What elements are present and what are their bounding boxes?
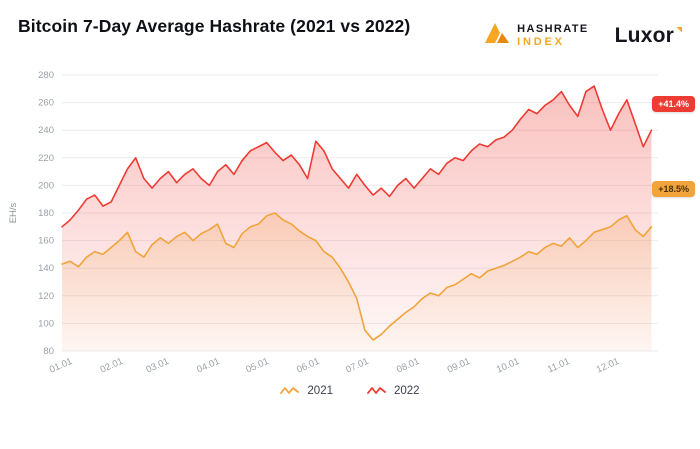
svg-text:02.01: 02.01	[99, 356, 125, 376]
svg-text:260: 260	[38, 98, 54, 109]
hashrate-index-logo-icon	[484, 22, 510, 49]
legend-item-2021: 2021	[280, 385, 333, 397]
luxor-wordmark: Luxor	[614, 23, 674, 47]
svg-text:06.01: 06.01	[295, 356, 321, 376]
change-badge-2022: +41.4%	[652, 96, 695, 113]
legend-label-2022: 2022	[394, 385, 420, 397]
brand-logos: HASHRATE INDEX Luxor	[484, 22, 682, 49]
svg-text:09.01: 09.01	[446, 356, 472, 376]
hashrate-index-wordmark: HASHRATE INDEX	[517, 23, 589, 48]
svg-text:03.01: 03.01	[144, 356, 170, 376]
hashrate-chart-svg: 80 100 120 140 160 180 200 220 240 260 280 EH/s 01.0…	[8, 70, 658, 376]
svg-text:01.01: 01.01	[48, 356, 74, 376]
svg-text:280: 280	[38, 70, 54, 81]
svg-text:120: 120	[38, 291, 54, 302]
legend-item-2022: 2022	[367, 385, 420, 397]
legend-line-icon-2021	[280, 387, 300, 394]
legend-label-2021: 2021	[307, 385, 333, 397]
svg-text:08.01: 08.01	[395, 356, 421, 376]
luxor-logo-mark-icon	[676, 26, 682, 33]
svg-text:05.01: 05.01	[244, 356, 270, 376]
svg-text:12.01: 12.01	[595, 356, 621, 376]
page-title: Bitcoin 7-Day Average Hashrate (2021 vs …	[18, 16, 411, 36]
svg-text:100: 100	[38, 318, 54, 329]
hashrate-word: HASHRATE	[517, 22, 589, 35]
svg-text:220: 220	[38, 153, 54, 164]
svg-text:80: 80	[43, 346, 54, 357]
svg-text:11.01: 11.01	[546, 356, 572, 375]
svg-text:240: 240	[38, 125, 54, 136]
chart-legend: 2021 2022	[0, 385, 700, 397]
svg-text:07.01: 07.01	[344, 356, 370, 376]
svg-text:04.01: 04.01	[195, 356, 221, 376]
svg-text:160: 160	[38, 236, 54, 247]
svg-text:10.01: 10.01	[495, 356, 521, 376]
hashrate-index-logo: HASHRATE INDEX	[484, 22, 589, 49]
change-badge-2021: +18.5%	[652, 180, 695, 197]
hashrate-chart: 80 100 120 140 160 180 200 220 240 260 280 EH/s 01.0…	[0, 59, 700, 377]
svg-text:140: 140	[38, 263, 54, 274]
index-word: INDEX	[517, 35, 565, 48]
svg-text:180: 180	[38, 208, 54, 219]
svg-text:200: 200	[38, 180, 54, 191]
luxor-logo: Luxor	[615, 24, 682, 48]
header: Bitcoin 7-Day Average Hashrate (2021 vs …	[0, 0, 700, 49]
legend-line-icon-2022	[367, 387, 386, 394]
svg-text:EH/s: EH/s	[8, 202, 19, 223]
